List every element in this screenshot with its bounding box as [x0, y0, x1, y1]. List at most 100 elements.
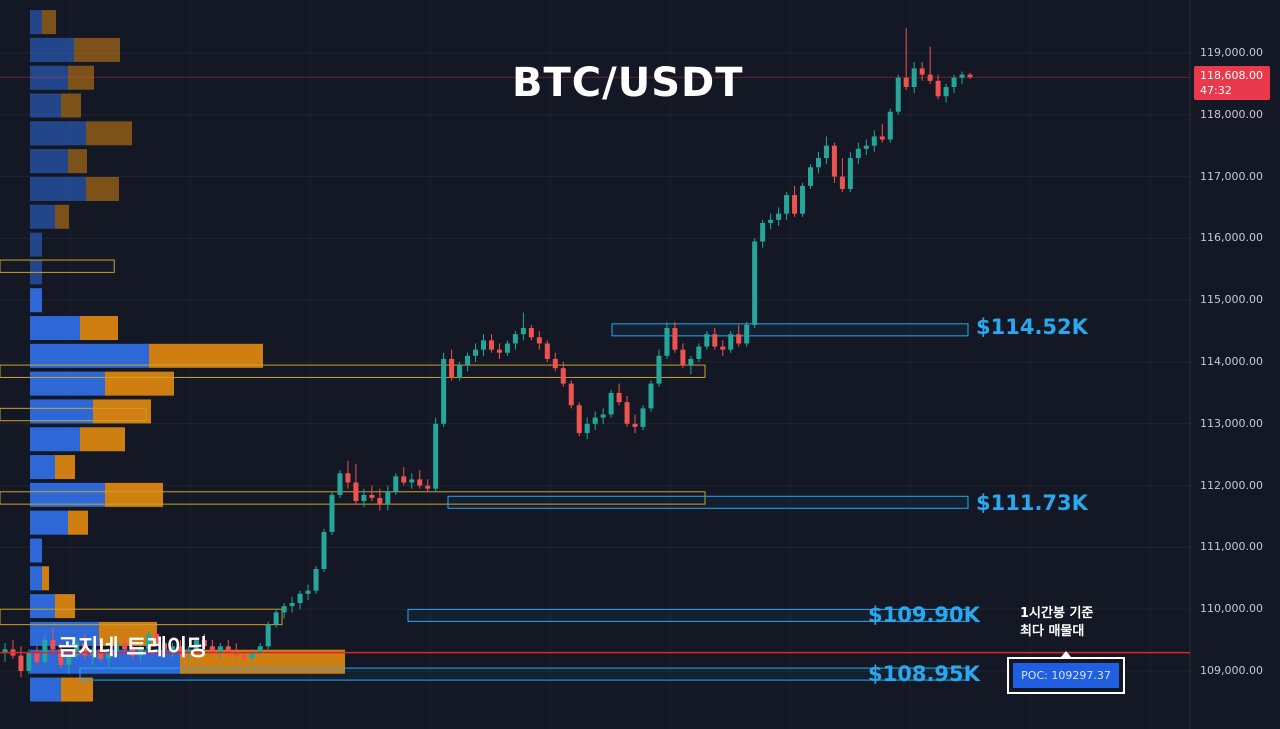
candle-body — [154, 633, 160, 644]
candle-body — [98, 649, 104, 659]
candle-body — [353, 482, 359, 502]
candle-body — [504, 343, 510, 353]
candle-body — [600, 414, 606, 418]
candle-body — [536, 337, 542, 344]
candle-body — [959, 74, 965, 78]
candle-body — [847, 158, 853, 189]
candle-body — [879, 136, 885, 140]
candle-body — [943, 86, 949, 97]
poc-badge: POC: 109297.37 — [1007, 657, 1125, 694]
candle-body — [672, 328, 678, 350]
candle-body — [265, 624, 271, 647]
level-box — [447, 495, 969, 509]
candle-body — [911, 68, 917, 87]
candle-body — [441, 358, 447, 424]
candle-body — [257, 646, 263, 653]
candle-body — [696, 346, 702, 359]
poc-note: 1시간봉 기준 최다 매물대 — [1020, 605, 1093, 641]
candle-body — [704, 334, 710, 347]
candle-body — [871, 136, 877, 146]
volume-bar-sell — [105, 371, 174, 396]
brand-watermark: 곰지네 트레이딩 — [58, 636, 208, 661]
candle-body — [903, 77, 909, 87]
volume-bar-sell — [93, 399, 151, 424]
candle-body — [146, 633, 152, 650]
candle-body — [169, 646, 175, 650]
candle-body — [193, 640, 199, 650]
volume-bar-sell — [74, 37, 120, 62]
volume-bar-buy — [30, 594, 55, 619]
volume-bar-sell — [55, 594, 75, 619]
candle-body — [895, 77, 901, 112]
candle-body — [632, 423, 638, 427]
candle-body — [345, 473, 351, 483]
value-zone — [0, 364, 706, 378]
candle-body — [433, 423, 439, 489]
candle-body — [528, 328, 534, 338]
volume-bar-buy — [30, 10, 42, 35]
candle-body — [488, 340, 494, 350]
volume-bar-buy — [30, 232, 42, 257]
current-price-value: 118,608.00 — [1200, 69, 1263, 82]
y-tick-label: 111,000.00 — [1200, 540, 1263, 554]
candle-body — [449, 358, 455, 378]
candle-body — [760, 222, 766, 242]
volume-bar-buy — [30, 482, 105, 507]
volume-bar-sell — [149, 343, 263, 368]
candle-body — [568, 383, 574, 406]
candle-body — [520, 328, 526, 335]
volume-bar-sell — [61, 93, 81, 118]
candle-body — [792, 195, 798, 214]
level-label: $109.90K — [868, 603, 980, 627]
candle-body — [233, 652, 239, 656]
candle-body — [951, 77, 957, 87]
candle-body — [313, 569, 319, 591]
candle-body — [919, 68, 925, 75]
candle-body — [122, 643, 128, 650]
candle-body — [592, 417, 598, 424]
candle-body — [560, 368, 566, 384]
candle-body — [512, 334, 518, 344]
candle-body — [712, 334, 718, 347]
candle-body — [935, 80, 941, 97]
volume-bar-sell — [55, 455, 75, 480]
candle-body — [831, 145, 837, 177]
candle-body — [114, 643, 120, 653]
y-tick-label: 110,000.00 — [1200, 602, 1263, 616]
candle-body — [608, 392, 614, 415]
candle-body — [273, 612, 279, 625]
candle-body — [289, 603, 295, 607]
candle-body — [815, 158, 821, 168]
candle-body — [616, 392, 622, 403]
candle-body — [481, 340, 487, 350]
y-tick-label: 113,000.00 — [1200, 416, 1263, 430]
candle-body — [209, 646, 215, 653]
candle-body — [417, 479, 423, 486]
candle-body — [800, 185, 806, 214]
value-zone — [0, 259, 115, 273]
volume-bar-buy — [30, 343, 149, 368]
candle-body — [401, 476, 407, 483]
volume-bar-buy — [30, 93, 61, 118]
volume-bar-buy — [30, 621, 99, 646]
volume-bar-buy — [30, 399, 93, 424]
candle-body — [728, 334, 734, 350]
value-zone — [0, 491, 706, 505]
candle-body — [385, 491, 391, 505]
volume-bar-buy — [30, 510, 68, 535]
volume-bar-buy — [30, 121, 86, 146]
candle-body — [377, 497, 383, 505]
candle-body — [624, 402, 630, 424]
candle-body — [552, 358, 558, 369]
volume-bar-sell — [86, 121, 132, 146]
candle-body — [217, 646, 223, 653]
level-label: $111.73K — [976, 491, 1088, 515]
volume-bar-sell — [80, 316, 118, 341]
volume-bar-buy — [30, 65, 68, 90]
level-box — [611, 323, 969, 337]
volume-bar-buy — [30, 677, 61, 702]
volume-bar-buy — [30, 455, 55, 480]
volume-bar-sell — [180, 649, 345, 674]
level-label: $108.95K — [868, 662, 980, 686]
